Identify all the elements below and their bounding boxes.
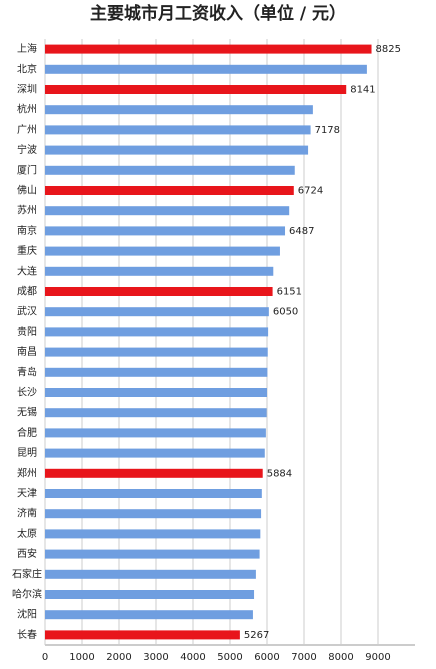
x-tick-label: 1000: [69, 652, 94, 663]
bar: [45, 125, 311, 135]
bar: [45, 610, 253, 620]
y-tick-label: 长春: [17, 629, 37, 641]
y-tick-label: 大连: [17, 264, 37, 277]
bar: [45, 448, 265, 458]
y-tick-label: 佛山: [17, 184, 37, 197]
bar: [45, 347, 268, 357]
value-label: 6151: [277, 287, 302, 298]
y-tick-label: 哈尔滨: [12, 588, 42, 601]
value-label: 7178: [315, 125, 340, 136]
y-tick-label: 长沙: [17, 387, 37, 399]
y-tick-label: 武汉: [17, 305, 37, 318]
bar: [45, 226, 286, 236]
bar: [45, 590, 255, 599]
bar: [45, 468, 263, 478]
bar: [45, 287, 273, 296]
y-tick-label: 无锡: [17, 406, 37, 419]
bar: [45, 367, 268, 377]
bar: [45, 105, 313, 115]
bar: [45, 246, 280, 256]
y-tick-label: 成都: [17, 286, 37, 298]
y-tick-label: 西安: [17, 547, 37, 560]
y-tick-label: 苏州: [17, 204, 37, 217]
bar: [45, 165, 295, 175]
x-tick-label: 0: [42, 652, 48, 663]
y-tick-label: 南昌: [17, 345, 37, 358]
y-tick-label: 昆明: [17, 447, 37, 459]
value-label: 6724: [298, 186, 323, 197]
y-tick-label: 广州: [17, 124, 37, 136]
x-tick-label: 8000: [328, 652, 353, 663]
x-tick-label: 5000: [217, 652, 242, 663]
bar: [45, 388, 267, 397]
y-tick-label: 重庆: [17, 244, 37, 257]
bar: [45, 509, 262, 519]
y-tick-label: 杭州: [17, 103, 37, 116]
bar: [45, 327, 269, 337]
x-tick-label: 7000: [291, 652, 316, 663]
y-tick-label: 上海: [17, 42, 37, 55]
y-tick-label: 宁波: [17, 143, 37, 156]
y-tick-label: 厦门: [17, 163, 37, 176]
bar: [45, 549, 260, 559]
value-label: 6050: [273, 307, 298, 318]
bar: [45, 307, 269, 317]
bar: [45, 145, 309, 155]
y-tick-label: 贵阳: [17, 325, 37, 338]
x-tick-label: 9000: [365, 652, 390, 663]
chart-title: 主要城市月工资收入（单位 / 元）: [90, 3, 346, 24]
bar: [45, 428, 266, 438]
y-tick-label: 南京: [17, 224, 37, 237]
y-tick-label: 天津: [17, 488, 37, 500]
bar: [45, 186, 294, 195]
y-tick-label: 北京: [17, 62, 37, 75]
bar: [45, 85, 347, 94]
bar: [45, 266, 274, 276]
y-tick-label: 太原: [17, 527, 37, 540]
y-tick-label: 合肥: [17, 426, 37, 439]
value-label: 8141: [350, 85, 375, 96]
x-tick-label: 2000: [106, 652, 131, 663]
y-tick-label: 郑州: [17, 466, 37, 479]
y-tick-label: 深圳: [17, 84, 37, 96]
y-tick-label: 沈阳: [17, 608, 37, 621]
bar: [45, 529, 261, 539]
x-tick-label: 6000: [254, 652, 279, 663]
bar: [45, 64, 367, 74]
bar: [45, 44, 372, 54]
bar: [45, 408, 267, 418]
value-label: 5884: [267, 468, 292, 479]
y-tick-label: 济南: [17, 507, 37, 520]
bar: [45, 569, 256, 579]
bar: [45, 206, 290, 216]
y-tick-label: 石家庄: [12, 567, 42, 580]
x-tick-label: 3000: [143, 652, 168, 663]
x-tick-label: 4000: [180, 652, 205, 663]
bar: [45, 630, 240, 640]
value-label: 8825: [376, 44, 401, 55]
y-tick-label: 青岛: [17, 365, 37, 378]
bar: [45, 489, 262, 498]
value-label: 5267: [244, 630, 269, 641]
value-label: 6487: [289, 226, 314, 237]
